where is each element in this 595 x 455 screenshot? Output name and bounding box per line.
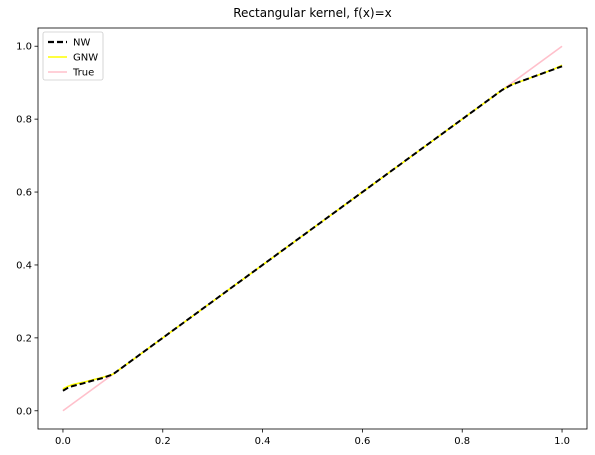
- x-tick-label: 0.8: [454, 436, 470, 447]
- x-tick-label: 0.2: [155, 436, 171, 447]
- series-line-nw: [62, 65, 563, 392]
- y-tick-label: 0.8: [16, 115, 32, 126]
- y-tick-label: 0.2: [16, 333, 32, 344]
- y-tick-label: 0.0: [16, 406, 32, 417]
- legend: NW GNW True: [42, 31, 104, 81]
- axes: 0.0 0.2 0.4 0.6 0.8 1.0 0.0 0.2 0.4 0.6 0.8 1.0: [16, 27, 588, 447]
- legend-label-nw: NW: [73, 38, 90, 49]
- legend-label-gnw: GNW: [73, 53, 98, 64]
- plot-area: [62, 45, 563, 412]
- y-tick-label: 0.6: [16, 188, 32, 199]
- y-tick-label: 1.0: [16, 42, 32, 53]
- x-tick-label: 0.0: [55, 436, 71, 447]
- x-tick-label: 1.0: [554, 436, 570, 447]
- x-tick-label: 0.6: [354, 436, 370, 447]
- plot-frame: [37, 27, 588, 430]
- series-line-gnw: [62, 64, 563, 390]
- chart-title: Rectangular kernel, f(x)=x: [233, 6, 392, 20]
- legend-box: [42, 31, 104, 81]
- x-tick-label: 0.4: [255, 436, 271, 447]
- legend-label-true: True: [72, 68, 94, 79]
- y-tick-label: 0.4: [16, 260, 32, 271]
